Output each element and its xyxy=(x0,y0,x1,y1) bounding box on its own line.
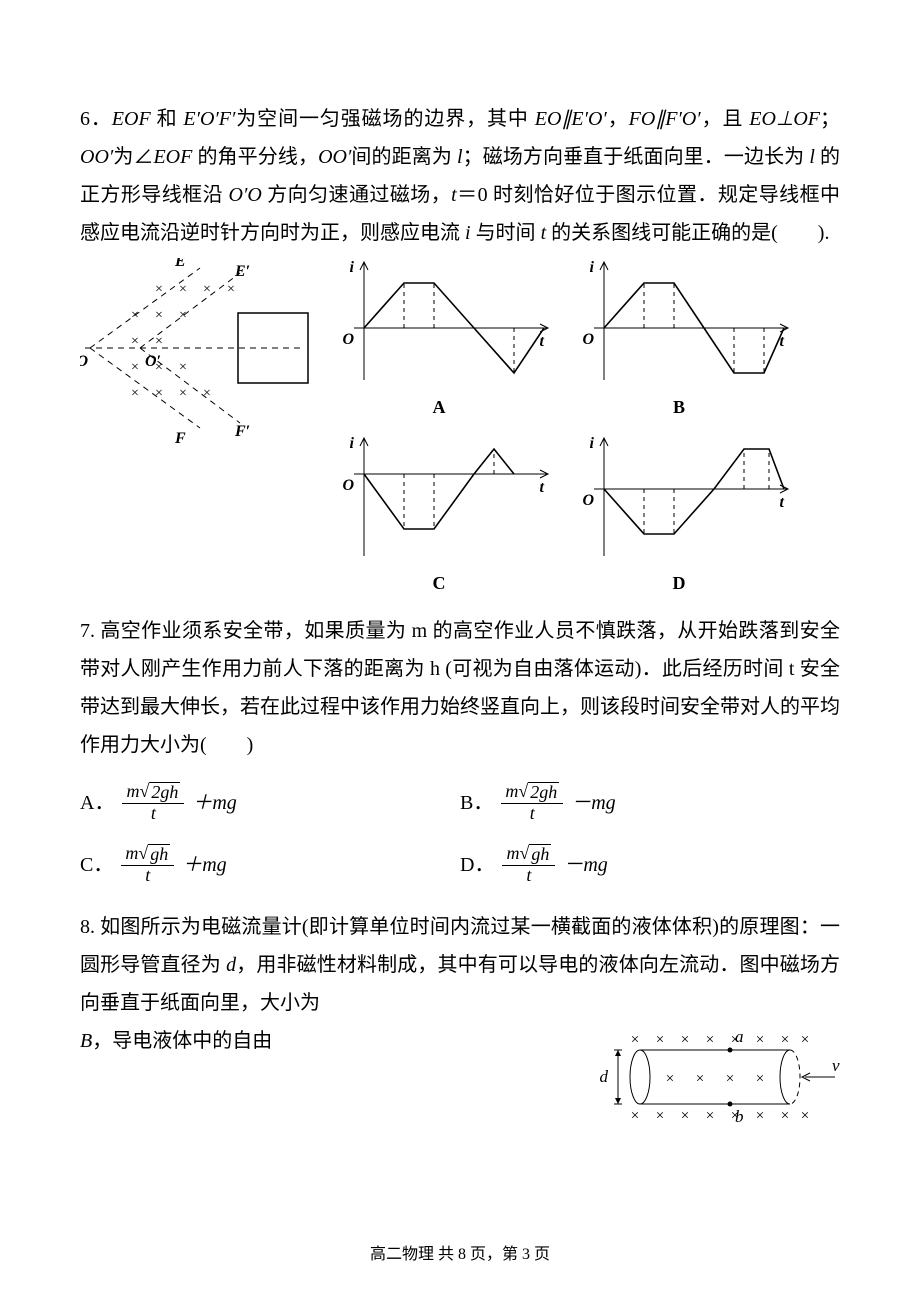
svg-text:i: i xyxy=(350,435,355,452)
chart-a-label: A xyxy=(433,390,446,424)
svg-text:F: F xyxy=(174,430,186,447)
svg-text:×: × xyxy=(706,1032,714,1048)
q8-diagram: ××××××××××××××××××××abdv xyxy=(600,1022,840,1145)
svg-text:×: × xyxy=(131,308,139,323)
sym-eofp: E′O′F′ xyxy=(183,108,235,130)
svg-text:×: × xyxy=(801,1108,809,1124)
svg-text:E: E xyxy=(174,258,186,270)
svg-text:×: × xyxy=(726,1071,734,1087)
svg-text:t: t xyxy=(780,333,785,350)
q7-opt-a: A． m√2gh t ＋mg xyxy=(80,782,460,824)
svg-text:×: × xyxy=(179,386,187,401)
svg-text:×: × xyxy=(131,360,139,375)
q6-num: 6． xyxy=(80,108,112,130)
svg-text:i: i xyxy=(350,259,355,276)
svg-text:×: × xyxy=(203,386,211,401)
sym-eof: EOF xyxy=(112,108,151,130)
question-7: 7. 高空作业须系安全带，如果质量为 m 的高空作业人员不慎跌落，从开始跌落到安… xyxy=(80,612,840,895)
svg-text:O: O xyxy=(80,353,88,370)
q7-opt-d: D． m√gh t －mg xyxy=(460,844,840,886)
chart-d-label: D xyxy=(673,566,686,600)
svg-text:×: × xyxy=(756,1108,764,1124)
svg-text:×: × xyxy=(666,1071,674,1087)
svg-text:O: O xyxy=(342,477,354,494)
svg-text:×: × xyxy=(656,1108,664,1124)
svg-text:×: × xyxy=(179,282,187,297)
svg-text:×: × xyxy=(155,334,163,349)
chart-d: i Ot D xyxy=(564,434,794,600)
chart-a: i Ot A xyxy=(324,258,554,424)
svg-text:a: a xyxy=(735,1027,744,1046)
svg-text:v: v xyxy=(832,1056,840,1075)
svg-text:×: × xyxy=(681,1108,689,1124)
q6-field-diagram: ××××××××××××××××OO′EE′FF′ xyxy=(80,258,310,471)
svg-text:×: × xyxy=(179,360,187,375)
svg-text:×: × xyxy=(179,308,187,323)
svg-text:×: × xyxy=(781,1108,789,1124)
svg-text:O′: O′ xyxy=(145,353,161,370)
svg-text:×: × xyxy=(756,1071,764,1087)
svg-text:×: × xyxy=(131,386,139,401)
svg-text:i: i xyxy=(590,259,595,276)
question-8: 8. 如图所示为电磁流量计(即计算单位时间内流过某一横截面的液体体积)的原理图：… xyxy=(80,908,840,1145)
q6-text: 6．EOF 和 E′O′F′为空间一匀强磁场的边界，其中 EO∥E′O′，FO∥… xyxy=(80,100,840,252)
chart-c: i Ot C xyxy=(324,434,554,600)
svg-text:×: × xyxy=(155,282,163,297)
svg-text:×: × xyxy=(706,1108,714,1124)
svg-text:t: t xyxy=(540,333,545,350)
question-6: 6．EOF 和 E′O′F′为空间一匀强磁场的边界，其中 EO∥E′O′，FO∥… xyxy=(80,100,840,600)
q7-options: A． m√2gh t ＋mg B． m√2gh t －mg C． m√gh t … xyxy=(80,772,840,895)
svg-text:O: O xyxy=(582,492,594,509)
svg-text:d: d xyxy=(600,1067,609,1086)
svg-text:E′: E′ xyxy=(234,263,250,280)
svg-text:×: × xyxy=(155,386,163,401)
svg-text:t: t xyxy=(780,494,785,511)
svg-text:×: × xyxy=(227,282,235,297)
q7-opt-b: B． m√2gh t －mg xyxy=(460,782,840,824)
svg-text:×: × xyxy=(631,1032,639,1048)
svg-text:×: × xyxy=(801,1032,809,1048)
svg-text:i: i xyxy=(590,435,595,452)
svg-text:F′: F′ xyxy=(234,423,250,440)
svg-text:×: × xyxy=(681,1032,689,1048)
svg-text:O: O xyxy=(582,331,594,348)
svg-text:×: × xyxy=(203,282,211,297)
page-footer: 高二物理 共 8 页，第 3 页 xyxy=(0,1240,920,1270)
q7-opt-c: C． m√gh t ＋mg xyxy=(80,844,460,886)
svg-text:×: × xyxy=(631,1108,639,1124)
svg-text:t: t xyxy=(540,479,545,496)
svg-text:×: × xyxy=(756,1032,764,1048)
chart-c-label: C xyxy=(433,566,446,600)
chart-b: i Ot B xyxy=(564,258,794,424)
q6-charts: i Ot A i Ot B i Ot C i Ot D xyxy=(324,258,794,600)
svg-text:×: × xyxy=(781,1032,789,1048)
q8-wrap-text: B，导电液体中的自由 xyxy=(80,1022,590,1060)
chart-b-label: B xyxy=(673,390,685,424)
svg-text:O: O xyxy=(342,331,354,348)
svg-text:×: × xyxy=(696,1071,704,1087)
q7-text: 7. 高空作业须系安全带，如果质量为 m 的高空作业人员不慎跌落，从开始跌落到安… xyxy=(80,612,840,764)
svg-text:b: b xyxy=(735,1107,744,1126)
q6-figures: ××××××××××××××××OO′EE′FF′ iOt A iOt B iO… xyxy=(80,258,840,600)
q8-line1: 8. 如图所示为电磁流量计(即计算单位时间内流过某一横截面的液体体积)的原理图：… xyxy=(80,908,840,1022)
svg-text:×: × xyxy=(155,308,163,323)
svg-text:×: × xyxy=(656,1032,664,1048)
svg-text:×: × xyxy=(131,334,139,349)
